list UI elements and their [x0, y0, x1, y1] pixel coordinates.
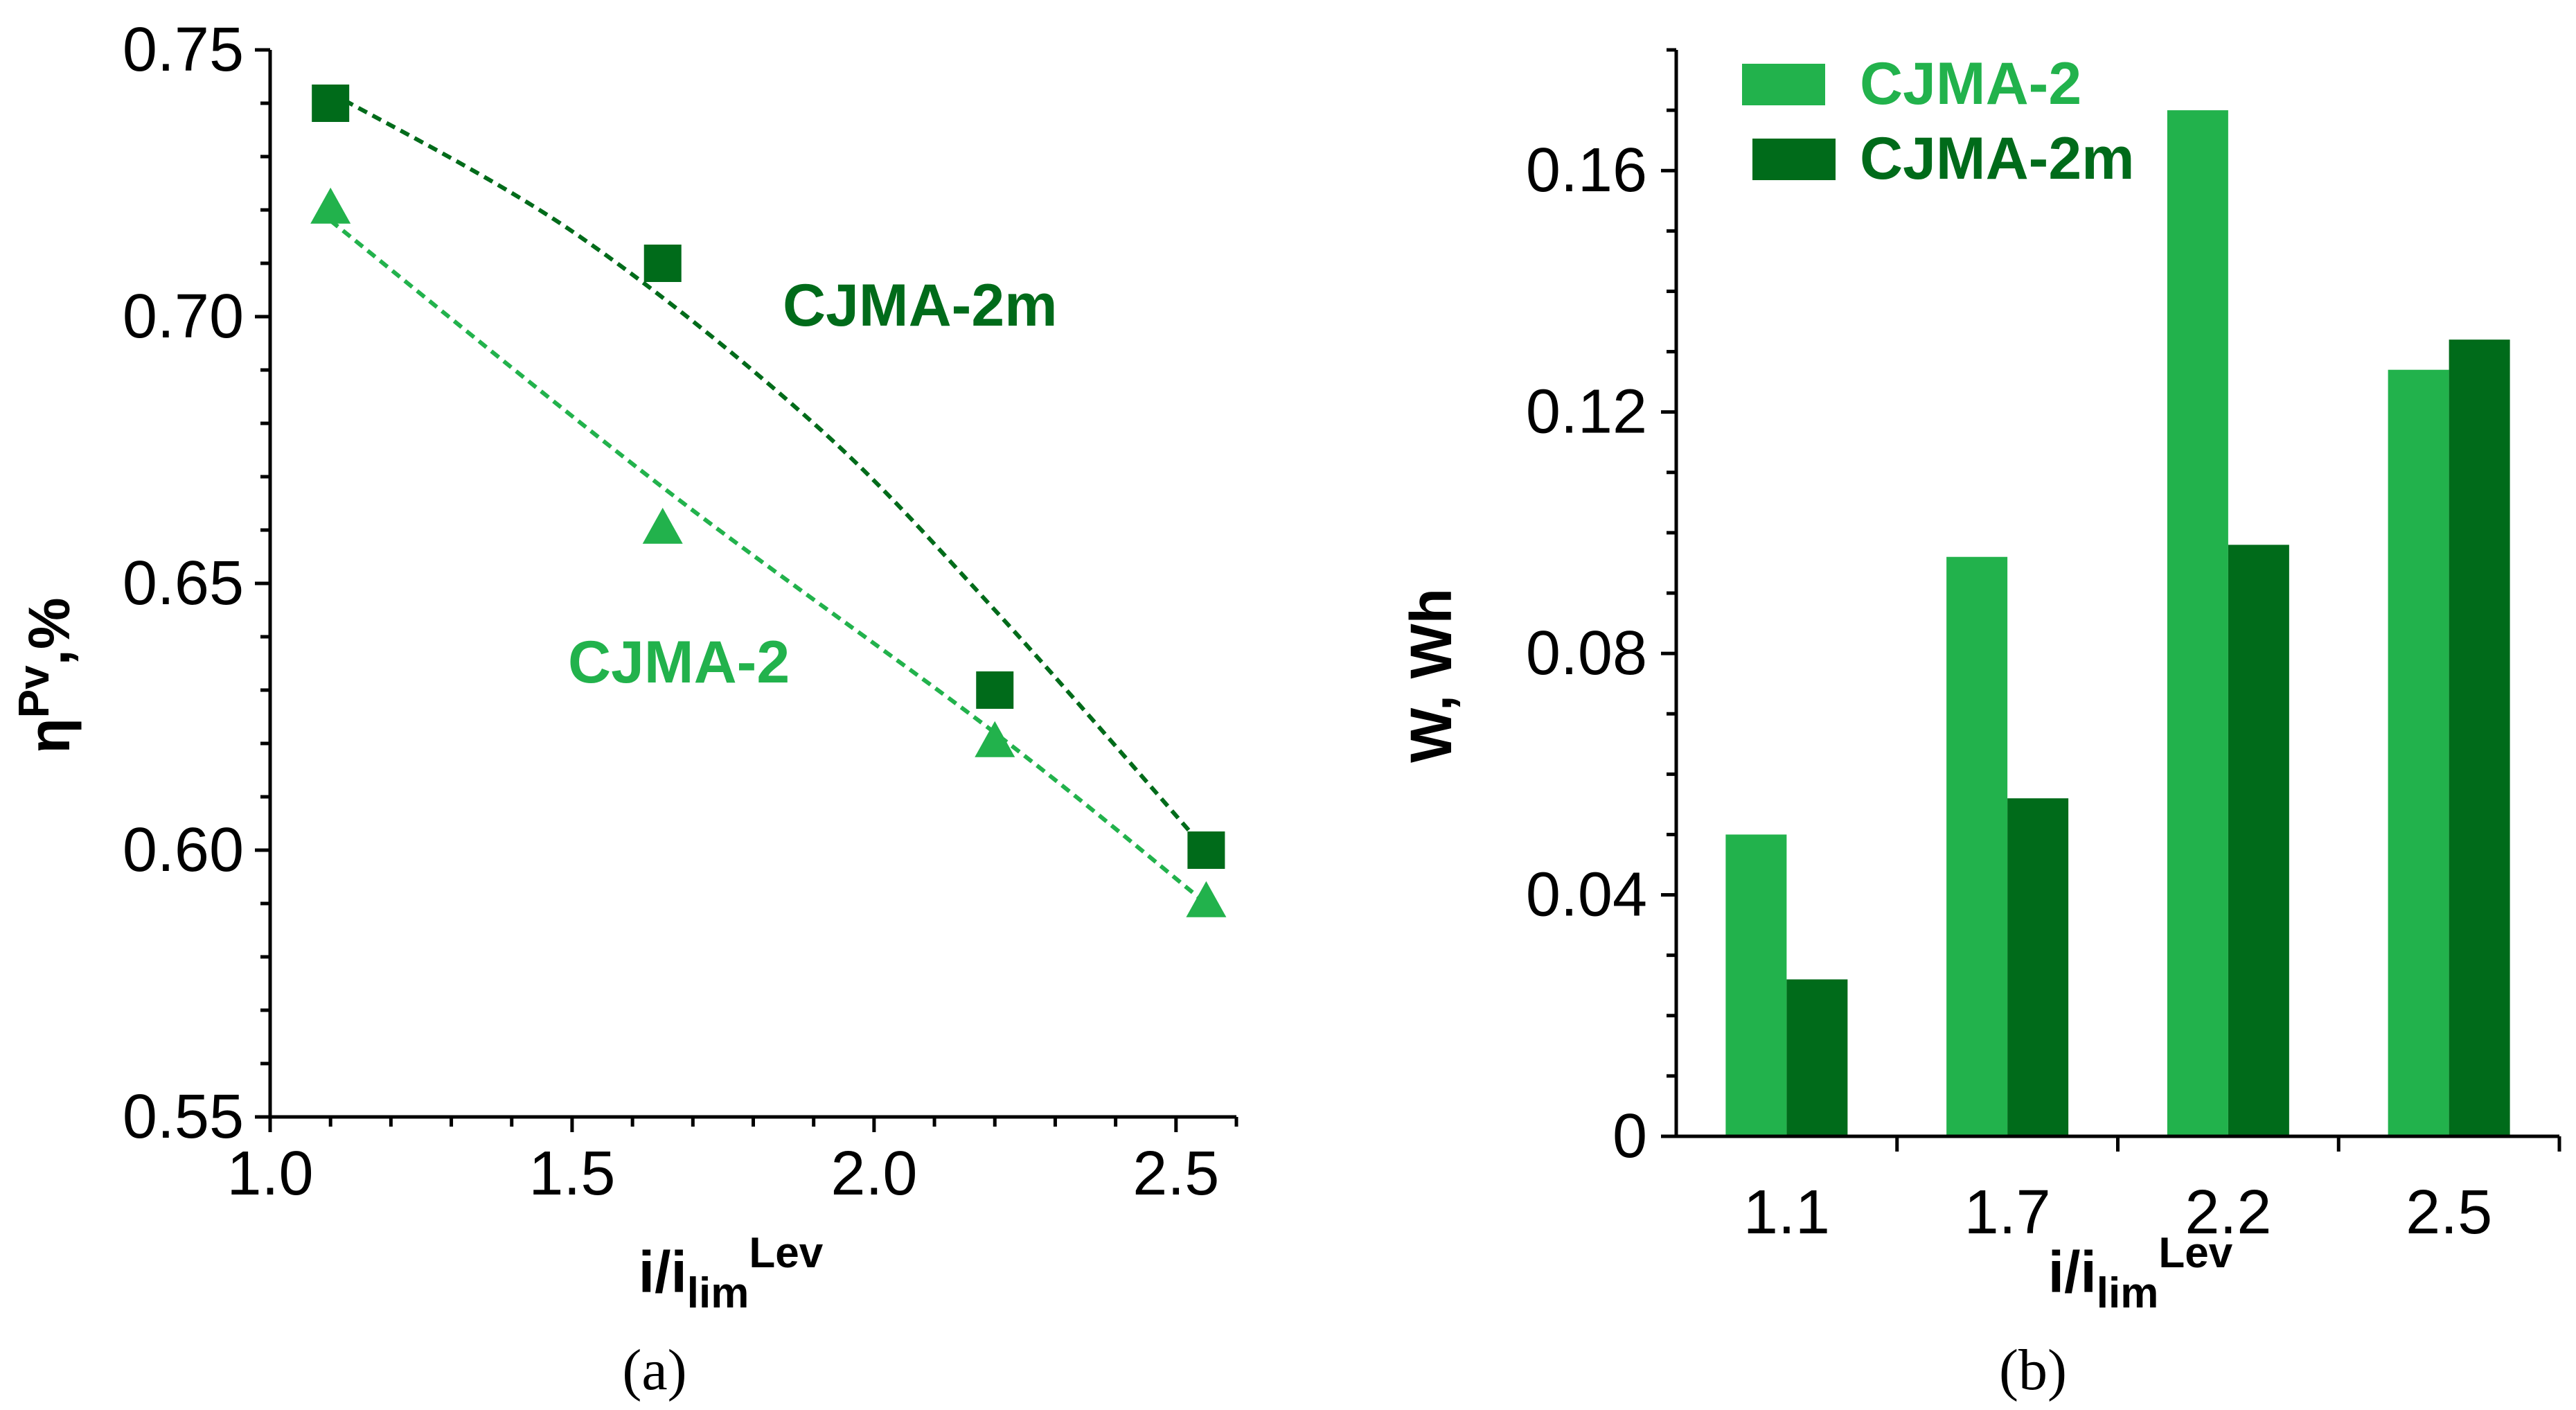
b-y-tick-label: 0.04 — [1526, 861, 1647, 930]
x-tick-label: 2.0 — [830, 1139, 917, 1208]
data-point-cjma-2 — [642, 507, 683, 544]
bar-cjma-2m-2.5 — [2449, 340, 2510, 1137]
x-tick-label: 1.5 — [528, 1139, 615, 1208]
bar-cjma-2-2.5 — [2388, 369, 2449, 1136]
trendline-cjma-2m — [329, 90, 1208, 852]
data-point-cjma-2m — [643, 245, 682, 282]
panel-a-data-points — [310, 85, 1227, 917]
series-label-cjma-2m: CJMA-2m — [783, 272, 1058, 339]
x-tick-label: 2.5 — [1132, 1139, 1219, 1208]
b-y-tick-label: 0 — [1613, 1102, 1647, 1171]
b-x-title-subscript: lim — [2097, 1269, 2159, 1317]
x-title-superscript: Lev — [749, 1229, 823, 1277]
panel-b-bar-chart: 0 0.04 0.08 0.12 0.16 1.1 1.7 2.2 2.5 CJMA-2 CJM… — [1398, 48, 2561, 1402]
y-tick-label: 0.60 — [123, 816, 244, 885]
bar-cjma-2-2.2 — [2167, 110, 2228, 1137]
data-point-cjma-2m — [312, 85, 350, 122]
series-label-cjma-2: CJMA-2 — [568, 629, 790, 696]
data-point-cjma-2 — [310, 187, 351, 224]
x-title-subscript: lim — [687, 1269, 749, 1317]
b-x-tick-label: 1.1 — [1743, 1178, 1830, 1247]
panel-a-y-axis-title: ηPv,% — [10, 597, 82, 753]
legend-label-cjma-2: CJMA-2 — [1860, 51, 2081, 117]
panel-b-x-axis-title: i/ilimLev — [2048, 1229, 2233, 1317]
data-point-cjma-2m — [976, 671, 1014, 709]
panel-a-ticks: 0.55 0.60 0.65 0.70 0.75 1.0 1.5 2.0 2.5 — [123, 15, 1238, 1208]
data-point-cjma-2m — [1187, 831, 1225, 869]
x-title-main: i/i — [639, 1240, 687, 1305]
panel-b-ticks: 0 0.04 0.08 0.12 0.16 1.1 1.7 2.2 2.5 — [1526, 48, 2561, 1247]
b-x-title-main: i/i — [2048, 1240, 2097, 1305]
b-x-tick-label: 1.7 — [1964, 1178, 2051, 1247]
y-tick-label: 0.65 — [123, 549, 244, 618]
b-x-title-superscript: Lev — [2158, 1229, 2232, 1277]
y-tick-label: 0.70 — [123, 282, 244, 351]
data-point-cjma-2 — [975, 721, 1015, 757]
panel-b-bars — [1725, 110, 2510, 1137]
bar-cjma-2m-1.1 — [1786, 979, 1848, 1136]
legend-swatch-cjma-2 — [1742, 64, 1825, 105]
panel-b-legend: CJMA-2 CJMA-2m — [1742, 51, 2135, 192]
panel-a-x-axis-title: i/ilimLev — [639, 1229, 824, 1317]
panel-a-caption: (a) — [622, 1338, 686, 1402]
data-point-cjma-2 — [1186, 881, 1227, 917]
panel-a-trendlines — [329, 90, 1208, 906]
y-tick-label: 0.55 — [123, 1082, 244, 1152]
b-y-tick-label: 0.16 — [1526, 136, 1647, 205]
y-title-superscript: Pv — [10, 665, 58, 718]
b-y-tick-label: 0.12 — [1526, 378, 1647, 447]
panel-a-scatter-chart: 0.55 0.60 0.65 0.70 0.75 1.0 1.5 2.0 2.5 CJMA-2m… — [10, 15, 1238, 1402]
bar-cjma-2-1.1 — [1725, 834, 1787, 1136]
trendline-cjma-2 — [329, 219, 1208, 906]
legend-label-cjma-2m: CJMA-2m — [1860, 125, 2135, 192]
y-tick-label: 0.75 — [123, 15, 244, 85]
bar-cjma-2-1.7 — [1946, 556, 2008, 1136]
y-title-tail: ,% — [17, 597, 82, 665]
panel-b-caption: (b) — [1999, 1338, 2067, 1402]
x-tick-label: 1.0 — [226, 1139, 313, 1208]
b-x-tick-label: 2.2 — [2185, 1178, 2271, 1247]
y-title-main: η — [17, 718, 82, 753]
bar-cjma-2m-2.2 — [2228, 545, 2289, 1136]
bar-cjma-2m-1.7 — [2007, 798, 2069, 1136]
legend-swatch-cjma-2m — [1752, 139, 1836, 180]
panel-b-y-axis-title: W, Wh — [1398, 588, 1464, 763]
b-y-tick-label: 0.08 — [1526, 619, 1647, 688]
b-x-tick-label: 2.5 — [2406, 1178, 2492, 1247]
